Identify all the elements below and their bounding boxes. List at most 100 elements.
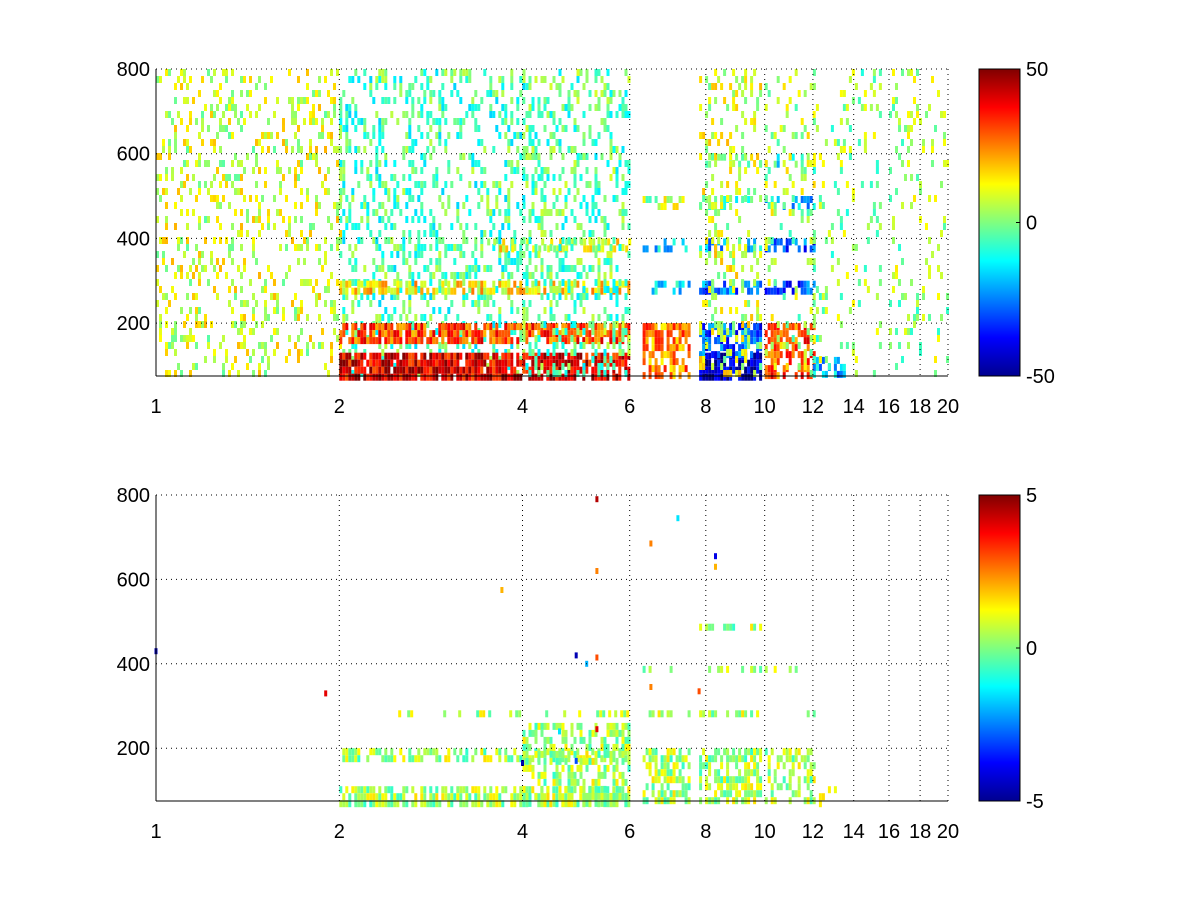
heatmap-cell	[387, 237, 391, 244]
heatmap-cell	[627, 722, 631, 730]
heatmap-cell	[534, 729, 538, 737]
heatmap-cell	[546, 330, 550, 338]
heatmap-cell	[531, 174, 535, 181]
heatmap-cell	[714, 710, 718, 718]
heatmap-cell	[618, 323, 622, 331]
heatmap-cell	[549, 307, 553, 314]
heatmap-cell	[423, 373, 427, 381]
heatmap-cell	[657, 245, 661, 253]
heatmap-cell	[770, 258, 774, 265]
heatmap-cell	[294, 244, 297, 251]
heatmap-cell	[812, 370, 816, 378]
heatmap-cell	[183, 139, 186, 146]
heatmap-cell	[399, 244, 403, 251]
heatmap-cell	[546, 265, 550, 272]
heatmap-cell	[809, 245, 813, 253]
heatmap-cell	[830, 251, 834, 258]
heatmap-cell	[518, 710, 522, 718]
heatmap-cell	[255, 181, 258, 188]
heatmap-cell	[438, 349, 442, 356]
heatmap-cell	[642, 344, 646, 352]
heatmap-cell	[381, 258, 385, 265]
heatmap-cell	[552, 342, 556, 349]
heatmap-cell	[243, 76, 246, 83]
heatmap-cell	[720, 366, 724, 374]
heatmap-cell	[468, 352, 472, 360]
heatmap-cell	[678, 280, 682, 288]
heatmap-cell	[198, 181, 201, 188]
heatmap-cell	[812, 153, 816, 160]
heatmap-cell	[402, 251, 406, 258]
heatmap-cell	[576, 97, 580, 104]
heatmap-cell	[300, 188, 303, 195]
heatmap-cell	[381, 97, 385, 104]
heatmap-point	[714, 563, 717, 570]
heatmap-cell	[809, 370, 813, 377]
heatmap-cell	[186, 83, 189, 90]
heatmap-cell	[561, 153, 565, 160]
heatmap-cell	[839, 90, 843, 97]
heatmap-cell	[528, 764, 532, 772]
heatmap-cell	[788, 337, 792, 345]
heatmap-cell	[522, 167, 526, 174]
heatmap-cell	[402, 373, 406, 381]
heatmap-cell	[543, 771, 547, 779]
heatmap-cell	[800, 358, 804, 366]
heatmap-cell	[627, 352, 631, 360]
heatmap-cell	[546, 352, 550, 360]
heatmap-cell	[750, 83, 754, 90]
heatmap-cell	[240, 174, 243, 181]
heatmap-cell	[931, 146, 934, 153]
heatmap-cell	[669, 245, 673, 253]
heatmap-cell	[492, 90, 496, 97]
heatmap-cell	[726, 665, 730, 673]
heatmap-cell	[447, 800, 451, 808]
heatmap-cell	[498, 330, 502, 338]
heatmap-cell	[732, 321, 736, 328]
heatmap-cell	[699, 776, 703, 784]
heatmap-cell	[243, 314, 246, 321]
heatmap-cell	[381, 132, 385, 139]
heatmap-cell	[528, 237, 532, 244]
heatmap-cell	[273, 223, 276, 230]
heatmap-cell	[711, 237, 715, 244]
heatmap-cell	[830, 237, 834, 244]
heatmap-cell	[561, 799, 565, 807]
heatmap-cell	[438, 195, 442, 202]
heatmap-cell	[937, 328, 940, 335]
heatmap-cell	[621, 244, 625, 251]
heatmap-cell	[204, 237, 207, 244]
heatmap-cell	[564, 799, 568, 807]
heatmap-cell	[624, 111, 628, 118]
heatmap-cell	[531, 188, 535, 195]
heatmap-cell	[597, 132, 601, 139]
heatmap-cell	[186, 209, 189, 216]
heatmap-cell	[732, 104, 736, 111]
heatmap-cell	[623, 710, 627, 718]
heatmap-cell	[273, 279, 276, 286]
heatmap-cell	[390, 786, 394, 794]
heatmap-cell	[546, 323, 550, 331]
heatmap-cell	[393, 244, 397, 251]
heatmap-cell	[399, 83, 403, 90]
heatmap-cell	[806, 209, 810, 216]
heatmap-cell	[453, 323, 457, 331]
heatmap-cell	[354, 258, 358, 265]
heatmap-cell	[770, 209, 774, 216]
heatmap-cell	[399, 793, 403, 801]
heatmap-cell	[471, 111, 475, 118]
heatmap-cell	[408, 188, 412, 195]
heatmap-cell	[570, 265, 574, 272]
heatmap-cell	[210, 76, 213, 83]
heatmap-cell	[369, 76, 373, 83]
heatmap-cell	[579, 785, 583, 793]
heatmap-cell	[375, 174, 379, 181]
heatmap-cell	[800, 755, 804, 763]
heatmap-cell	[675, 790, 679, 798]
heatmap-cell	[435, 352, 439, 360]
heatmap-cell	[390, 314, 394, 321]
heatmap-cell	[309, 223, 312, 230]
heatmap-cell	[177, 188, 180, 195]
heatmap-cell	[450, 800, 454, 808]
heatmap-cell	[204, 216, 207, 223]
